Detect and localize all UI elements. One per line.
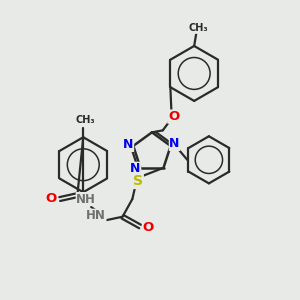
- Text: O: O: [168, 110, 179, 123]
- Text: N: N: [169, 137, 180, 150]
- Text: NH: NH: [76, 193, 96, 206]
- Text: N: N: [123, 138, 134, 152]
- Text: S: S: [133, 174, 143, 188]
- Text: N: N: [130, 162, 141, 175]
- Text: HN: HN: [86, 209, 106, 222]
- Text: O: O: [142, 221, 154, 234]
- Text: O: O: [45, 192, 56, 205]
- Text: CH₃: CH₃: [188, 23, 208, 33]
- Text: CH₃: CH₃: [75, 115, 95, 124]
